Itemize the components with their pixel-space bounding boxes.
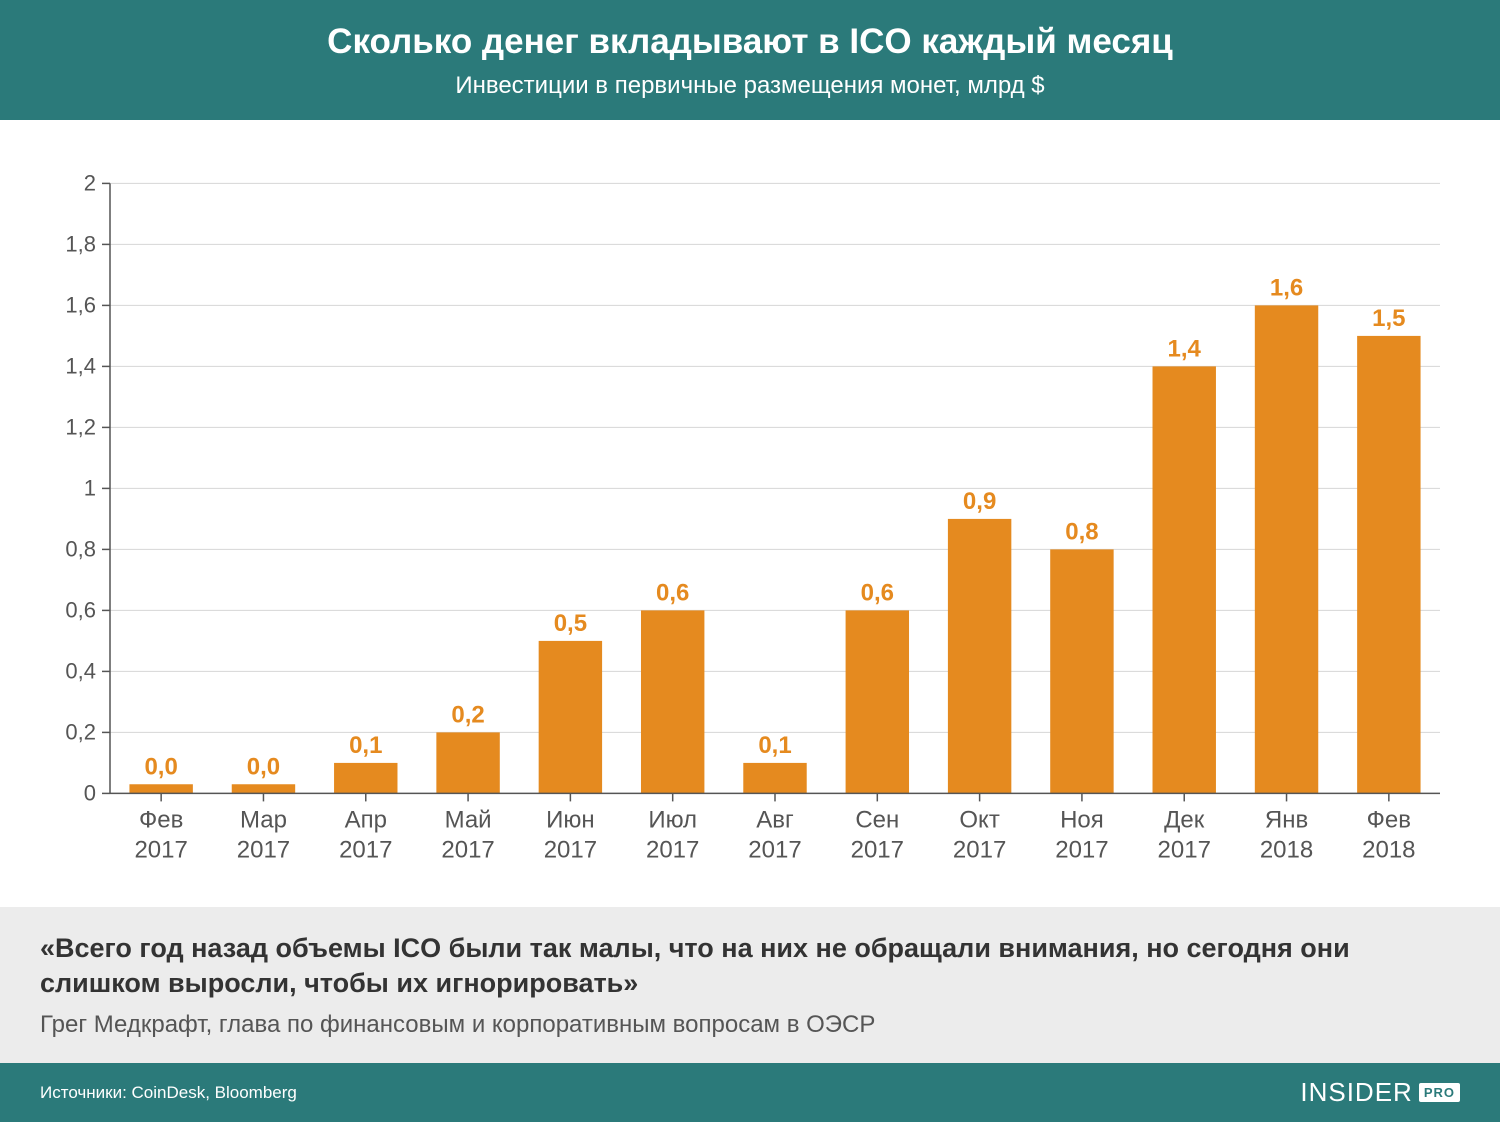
svg-text:2018: 2018 (1260, 836, 1313, 863)
footer: Источники: CoinDesk, Bloomberg INSIDER P… (0, 1063, 1500, 1122)
svg-text:Янв: Янв (1265, 806, 1308, 833)
svg-text:2017: 2017 (1158, 836, 1211, 863)
svg-text:1,6: 1,6 (1270, 274, 1303, 301)
svg-text:2017: 2017 (237, 836, 290, 863)
svg-text:0: 0 (84, 780, 96, 805)
svg-text:Июн: Июн (546, 806, 595, 833)
svg-text:2017: 2017 (339, 836, 392, 863)
svg-text:0,6: 0,6 (65, 597, 96, 622)
svg-text:0,0: 0,0 (144, 753, 177, 780)
svg-text:Сен: Сен (855, 806, 899, 833)
svg-text:Авг: Авг (756, 806, 794, 833)
svg-text:0,1: 0,1 (758, 732, 791, 759)
svg-text:Мар: Мар (240, 806, 287, 833)
chart-title: Сколько денег вкладывают в ICO каждый ме… (20, 22, 1480, 62)
svg-text:0,9: 0,9 (963, 488, 996, 515)
svg-text:2017: 2017 (544, 836, 597, 863)
svg-text:Апр: Апр (345, 806, 387, 833)
svg-text:1,5: 1,5 (1372, 305, 1405, 332)
svg-text:2017: 2017 (134, 836, 187, 863)
svg-text:2017: 2017 (851, 836, 904, 863)
quote-block: «Всего год назад объемы ICO были так мал… (0, 907, 1500, 1063)
svg-text:0,2: 0,2 (451, 701, 484, 728)
svg-text:2017: 2017 (646, 836, 699, 863)
svg-text:2018: 2018 (1362, 836, 1415, 863)
svg-text:1,4: 1,4 (1168, 335, 1202, 362)
chart-subtitle: Инвестиции в первичные размещения монет,… (20, 72, 1480, 100)
svg-text:0,1: 0,1 (349, 732, 382, 759)
sources-text: Источники: CoinDesk, Bloomberg (40, 1083, 297, 1103)
logo: INSIDER PRO (1300, 1077, 1460, 1108)
svg-text:Июл: Июл (648, 806, 697, 833)
svg-text:0,6: 0,6 (861, 579, 894, 606)
svg-text:Фев: Фев (139, 806, 183, 833)
svg-text:1,8: 1,8 (65, 231, 96, 256)
chart-header: Сколько денег вкладывают в ICO каждый ме… (0, 0, 1500, 120)
svg-text:Фев: Фев (1367, 806, 1411, 833)
quote-attribution: Грег Медкрафт, глава по финансовым и кор… (40, 1011, 1460, 1039)
svg-text:1,2: 1,2 (65, 414, 96, 439)
svg-text:1: 1 (84, 475, 96, 500)
chart-area: 0 0,2 0,4 0,6 0,8 1 1,2 1,4 1,6 1,8 2 0,0 Фев 2017 0,0… (0, 120, 1500, 907)
logo-badge: PRO (1419, 1083, 1460, 1102)
quote-text: «Всего год назад объемы ICO были так мал… (40, 931, 1460, 1001)
svg-text:2017: 2017 (441, 836, 494, 863)
svg-text:1,6: 1,6 (65, 292, 96, 317)
svg-text:2017: 2017 (1055, 836, 1108, 863)
svg-text:1,4: 1,4 (65, 353, 96, 378)
svg-text:2017: 2017 (748, 836, 801, 863)
svg-text:0,6: 0,6 (656, 579, 689, 606)
bar-chart: 0 0,2 0,4 0,6 0,8 1 1,2 1,4 1,6 1,8 2 0,0 Фев 2017 0,0… (40, 150, 1460, 897)
svg-text:Май: Май (445, 806, 492, 833)
svg-text:0,0: 0,0 (247, 753, 280, 780)
svg-text:2017: 2017 (953, 836, 1006, 863)
svg-text:0,2: 0,2 (65, 719, 96, 744)
svg-text:0,8: 0,8 (1065, 518, 1098, 545)
svg-text:0,8: 0,8 (65, 536, 96, 561)
logo-text: INSIDER (1300, 1077, 1412, 1108)
svg-text:0,4: 0,4 (65, 658, 96, 683)
svg-text:Ноя: Ноя (1060, 806, 1104, 833)
svg-text:0,5: 0,5 (554, 610, 587, 637)
svg-text:2: 2 (84, 170, 96, 195)
svg-text:Дек: Дек (1164, 806, 1205, 833)
svg-text:Окт: Окт (959, 806, 999, 833)
